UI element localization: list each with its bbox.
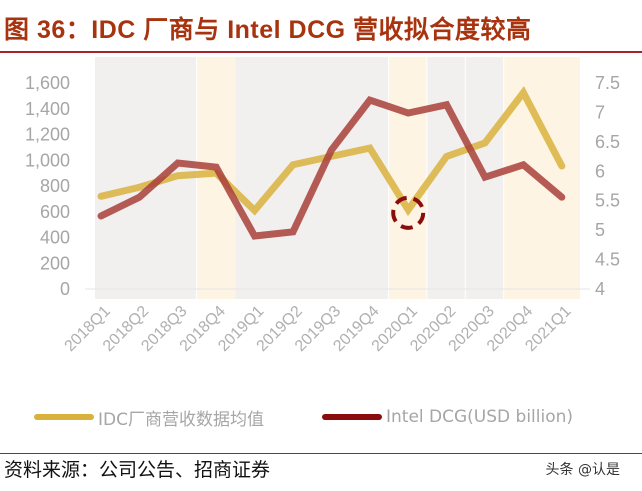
right-axis-tick: 6 <box>595 161 605 181</box>
legend-item-intel: Intel DCG(USD billion) <box>322 402 573 432</box>
right-axis-tick: 7.5 <box>595 73 620 93</box>
source-note: 资料来源：公司公告、招商证券 <box>4 459 271 481</box>
left-axis-tick: 1,400 <box>25 99 70 119</box>
right-axis-tick: 5 <box>595 220 605 240</box>
right-axis-tick: 7 <box>595 102 605 122</box>
right-y-axis: 4 4.5 5 5.5 6 6.5 7 7.5 <box>595 73 620 299</box>
figure-title: 图 36：IDC 厂商与 Intel DCG 营收拟合度较高 <box>4 16 532 44</box>
highlight-dashed-circle <box>391 195 426 230</box>
left-axis-tick: 600 <box>40 202 70 222</box>
footer-divider <box>0 453 642 454</box>
legend-swatch-intel <box>322 414 382 420</box>
legend-label-intel: Intel DCG(USD billion) <box>386 407 574 427</box>
chart-legend: IDC厂商营收数据均值 Intel DCG(USD billion) <box>0 402 642 432</box>
title-divider <box>0 51 642 53</box>
left-axis-tick: 400 <box>40 228 70 248</box>
left-axis-tick: 1,200 <box>25 125 70 145</box>
left-axis-tick: 0 <box>60 279 70 299</box>
legend-swatch-idc <box>34 414 94 420</box>
left-axis-tick: 1,600 <box>25 73 70 93</box>
background-bands <box>95 57 580 299</box>
line-chart: 0 200 400 600 800 1,000 1,200 1,400 1,600 4 4.5 5 5… <box>25 57 620 355</box>
left-axis-tick: 1,000 <box>25 150 70 170</box>
x-axis: 2018Q12018Q22018Q32018Q42019Q12019Q22019… <box>62 303 575 355</box>
band-2020Q1-yellow <box>389 57 427 299</box>
right-axis-tick: 5.5 <box>595 191 620 211</box>
right-axis-tick: 6.5 <box>595 132 620 152</box>
left-y-axis: 0 200 400 600 800 1,000 1,200 1,400 1,600 <box>25 73 70 299</box>
right-axis-tick: 4.5 <box>595 250 620 270</box>
left-axis-tick: 200 <box>40 253 70 273</box>
left-axis-tick: 800 <box>40 176 70 196</box>
band-2019Q1-grey <box>235 57 388 299</box>
intel-dcg-series-line <box>97 95 566 240</box>
watermark: 头条 @认是 <box>545 462 620 478</box>
legend-label-idc: IDC厂商营收数据均值 <box>98 409 264 430</box>
legend-item-idc: IDC厂商营收数据均值 <box>34 402 264 432</box>
right-axis-tick: 4 <box>595 279 605 299</box>
